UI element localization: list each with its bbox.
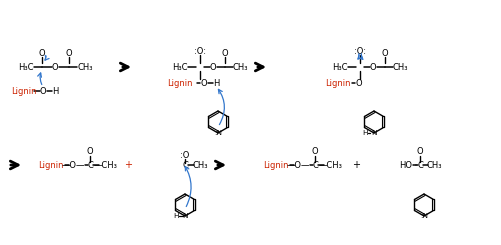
Text: —O—: —O—: [61, 160, 85, 170]
Text: C: C: [312, 160, 317, 170]
Text: —CH₃: —CH₃: [94, 160, 118, 170]
Text: CH₃: CH₃: [232, 62, 247, 72]
Text: N: N: [182, 213, 187, 219]
Text: CH₃: CH₃: [192, 160, 207, 170]
Text: C: C: [87, 160, 93, 170]
Text: Lignin: Lignin: [38, 160, 64, 170]
Text: H₃C: H₃C: [172, 62, 187, 72]
Text: Lignin: Lignin: [325, 78, 350, 87]
Text: H: H: [173, 213, 178, 219]
Text: C: C: [416, 160, 422, 170]
Text: H₃C: H₃C: [332, 62, 347, 72]
Text: O: O: [221, 49, 228, 58]
Text: N: N: [371, 130, 376, 136]
Text: H: H: [212, 78, 219, 87]
Text: H: H: [52, 86, 58, 96]
Text: Lignin: Lignin: [167, 78, 192, 87]
Text: CH₃: CH₃: [425, 160, 441, 170]
Text: :O: :O: [180, 150, 189, 159]
Text: O: O: [87, 147, 93, 157]
Text: O: O: [416, 147, 422, 157]
Text: Lignin: Lignin: [263, 160, 288, 170]
Text: O: O: [40, 86, 46, 96]
Text: H: H: [362, 130, 367, 136]
Text: O: O: [39, 49, 45, 58]
Text: O: O: [369, 62, 376, 72]
Text: O: O: [200, 78, 207, 87]
Text: CH₃: CH₃: [391, 62, 407, 72]
Text: O: O: [52, 62, 58, 72]
Text: :N: :N: [419, 213, 427, 219]
Text: +: +: [351, 160, 359, 170]
Text: :O:: :O:: [353, 47, 365, 56]
Text: H₃C: H₃C: [18, 62, 34, 72]
Text: —O—: —O—: [286, 160, 309, 170]
Text: O: O: [66, 49, 72, 58]
Text: +: +: [124, 160, 132, 170]
Text: O: O: [381, 49, 388, 58]
Text: O: O: [311, 147, 318, 157]
Text: —CH₃: —CH₃: [319, 160, 342, 170]
Text: O: O: [209, 62, 216, 72]
Text: :N: :N: [213, 130, 221, 136]
Text: C: C: [182, 160, 187, 170]
Text: Lignin: Lignin: [11, 86, 37, 96]
Text: :O:: :O:: [193, 47, 205, 56]
Text: CH₃: CH₃: [77, 62, 93, 72]
Text: O: O: [355, 78, 362, 87]
Text: HO: HO: [399, 160, 412, 170]
